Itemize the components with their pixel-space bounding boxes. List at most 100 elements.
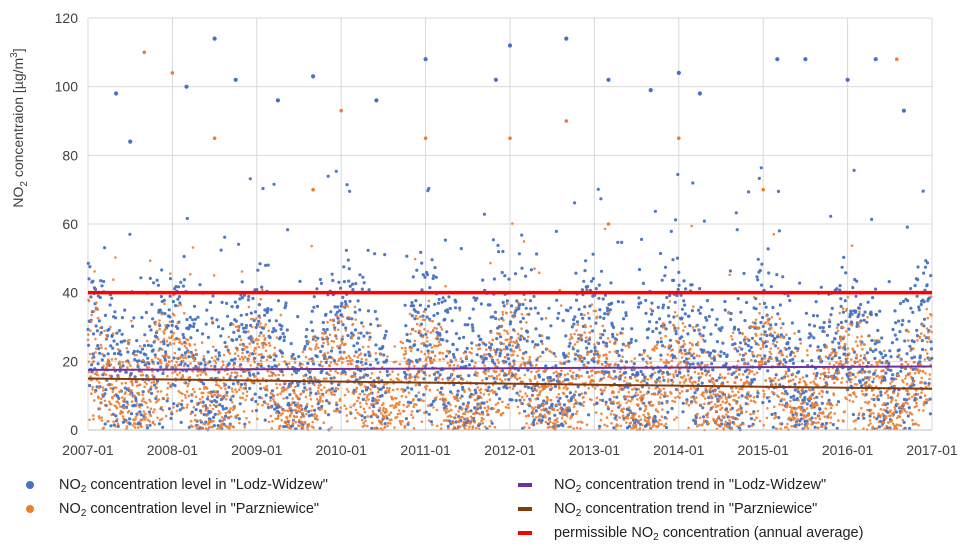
lodz-widzew-point <box>740 347 744 351</box>
parzniewice-point <box>102 389 105 392</box>
parzniewice-point <box>324 411 327 415</box>
parzniewice-point <box>202 355 206 358</box>
lodz-widzew-point <box>267 319 272 323</box>
parzniewice-point <box>506 338 509 341</box>
parzniewice-point <box>416 317 420 320</box>
parzniewice-point <box>629 377 633 380</box>
parzniewice-point <box>378 406 382 410</box>
lodz-widzew-point <box>692 356 696 360</box>
parzniewice-point <box>126 366 129 369</box>
lodz-widzew-point <box>513 272 518 276</box>
parzniewice-point <box>183 393 187 397</box>
parzniewice-point <box>348 356 352 360</box>
parzniewice-point <box>512 316 515 319</box>
lodz-widzew-point <box>86 261 90 265</box>
lodz-widzew-point <box>874 313 879 317</box>
parzniewice-point <box>188 375 192 379</box>
lodz-widzew-point <box>313 408 317 412</box>
parzniewice-point <box>322 353 325 357</box>
lodz-widzew-point <box>93 287 98 291</box>
parzniewice-point <box>672 324 676 327</box>
parzniewice-point <box>154 355 157 359</box>
parzniewice-point <box>291 422 295 426</box>
parzniewice-point <box>244 398 247 402</box>
parzniewice-point <box>710 396 714 399</box>
lodz-widzew-point <box>666 306 671 310</box>
parzniewice-point <box>712 382 716 386</box>
parzniewice-point <box>206 406 209 410</box>
parzniewice-point <box>385 410 389 413</box>
parzniewice-point <box>339 372 343 376</box>
parzniewice-point <box>121 411 125 414</box>
parzniewice-point <box>469 395 473 398</box>
parzniewice-point <box>192 405 196 409</box>
lodz-widzew-point <box>915 294 919 298</box>
lodz-widzew-point <box>650 301 654 305</box>
lodz-widzew-point <box>430 402 434 407</box>
lodz-widzew-point-peak <box>697 91 703 96</box>
lodz-widzew-point <box>891 327 895 332</box>
parzniewice-point <box>530 394 534 398</box>
parzniewice-point <box>522 361 525 365</box>
parzniewice-point <box>251 409 254 413</box>
lodz-widzew-point <box>707 314 711 318</box>
parzniewice-point <box>362 374 366 377</box>
lodz-widzew-point <box>924 259 928 263</box>
lodz-widzew-point <box>271 330 275 334</box>
lodz-widzew-point <box>558 396 562 400</box>
lodz-widzew-point <box>587 342 591 346</box>
lodz-widzew-point <box>204 322 208 326</box>
parzniewice-point <box>328 364 332 368</box>
parzniewice-point <box>674 369 678 373</box>
lodz-widzew-point-peak <box>676 70 681 75</box>
parzniewice-point <box>549 398 553 402</box>
parzniewice-point <box>366 424 369 428</box>
parzniewice-point <box>211 407 215 411</box>
lodz-widzew-point <box>537 375 542 379</box>
parzniewice-point <box>367 393 371 396</box>
parzniewice-point <box>590 374 594 377</box>
parzniewice-point <box>422 310 426 313</box>
lodz-widzew-point <box>162 298 166 302</box>
parzniewice-point <box>573 343 577 346</box>
parzniewice-point <box>204 373 208 376</box>
lodz-widzew-point <box>358 308 362 312</box>
lodz-widzew-point <box>836 400 841 404</box>
lodz-widzew-point <box>159 294 163 299</box>
parzniewice-point <box>352 392 356 396</box>
lodz-widzew-point <box>253 392 257 396</box>
parzniewice-point <box>218 411 222 415</box>
parzniewice-point <box>642 393 646 397</box>
parzniewice-point <box>389 422 392 425</box>
parzniewice-point <box>488 398 492 402</box>
parzniewice-point <box>474 361 477 365</box>
lodz-widzew-point <box>654 327 659 331</box>
parzniewice-point <box>222 382 226 385</box>
parzniewice-point <box>281 412 284 415</box>
lodz-widzew-point <box>353 328 358 332</box>
parzniewice-point <box>687 404 691 407</box>
lodz-widzew-point <box>448 376 452 380</box>
lodz-widzew-point <box>871 380 875 384</box>
parzniewice-point <box>707 369 711 372</box>
lodz-widzew-point <box>366 309 371 313</box>
parzniewice-point <box>699 334 703 338</box>
lodz-widzew-point <box>338 350 342 354</box>
parzniewice-point <box>357 378 361 381</box>
lodz-widzew-point <box>594 321 598 325</box>
parzniewice-point <box>344 407 348 411</box>
lodz-widzew-point <box>266 307 270 311</box>
parzniewice-point <box>370 403 373 406</box>
parzniewice-point <box>645 416 649 420</box>
parzniewice-point <box>487 407 490 410</box>
parzniewice-point <box>575 400 578 404</box>
lodz-widzew-point <box>894 321 898 325</box>
lodz-widzew-point <box>224 406 228 410</box>
lodz-widzew-point <box>669 229 673 233</box>
parzniewice-point <box>231 401 234 404</box>
parzniewice-point <box>335 401 338 404</box>
parzniewice-point <box>278 383 282 386</box>
lodz-widzew-point <box>124 370 128 374</box>
parzniewice-point <box>589 325 592 328</box>
lodz-widzew-point <box>502 304 506 308</box>
